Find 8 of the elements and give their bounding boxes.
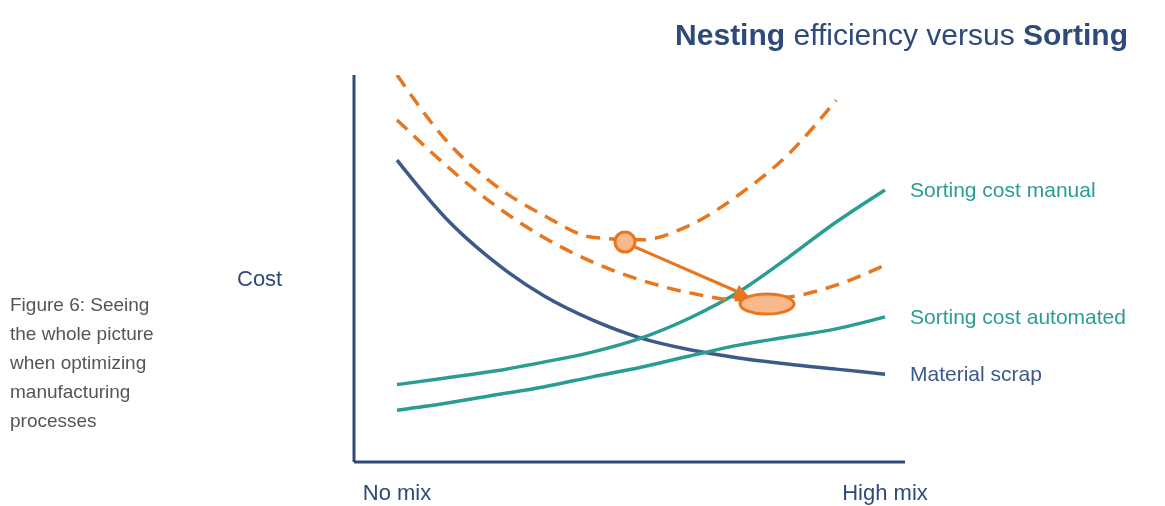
chart-title: Nesting efficiency versus Sorting (675, 18, 1128, 51)
caption: Figure 6: Seeing the whole picture when optimizing manufacturing processes (10, 293, 155, 433)
series-label: Sorting cost manual (910, 177, 1096, 201)
series-label: Sorting cost automated (910, 304, 1126, 328)
x-tick-label: High mix (842, 479, 928, 505)
y-axis-title: Cost (237, 266, 283, 292)
x-tick-label: No mix (362, 479, 432, 505)
series-label: Material scrap (910, 362, 1042, 386)
